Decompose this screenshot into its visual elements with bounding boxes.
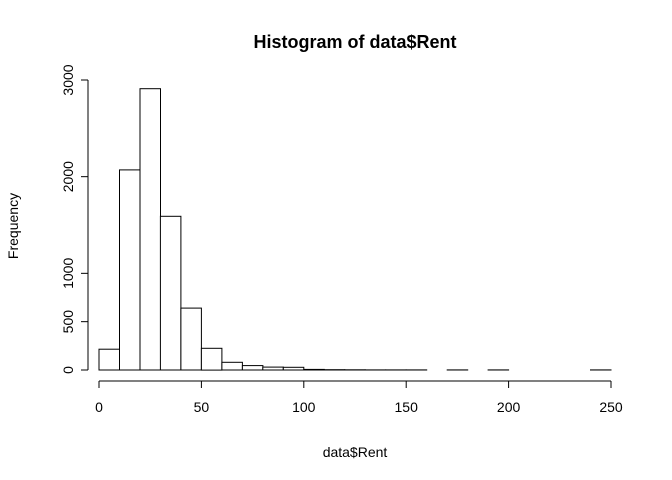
- y-tick-label: 500: [60, 310, 76, 334]
- histogram-bar: [200, 347, 223, 371]
- y-tick-label: 3000: [60, 64, 76, 95]
- histogram-bar: [98, 348, 120, 371]
- y-tick-label: 2000: [60, 161, 76, 192]
- x-tick-label: 100: [292, 399, 316, 415]
- histogram-bar: [282, 366, 305, 371]
- x-tick-label: 150: [395, 399, 419, 415]
- x-tick-label: 50: [194, 399, 210, 415]
- x-axis: 0 50 100 150 200 250: [95, 380, 623, 415]
- bars-group: [98, 88, 612, 371]
- y-axis-label: Frequency: [5, 193, 21, 259]
- histogram-bar: [180, 307, 202, 371]
- x-tick-label: 0: [95, 399, 103, 415]
- x-tick-label: 200: [497, 399, 521, 415]
- y-tick-label: 0: [60, 366, 76, 374]
- histogram-bar: [139, 88, 161, 371]
- y-tick-label: 1000: [60, 258, 76, 289]
- histogram-bar: [119, 169, 141, 371]
- histogram-bar: [303, 368, 325, 371]
- histogram-bar: [159, 215, 182, 371]
- histogram-bar: [221, 361, 243, 371]
- histogram-bar: [262, 366, 284, 371]
- y-axis: 0 500 1000 2000 3000: [60, 64, 89, 374]
- x-axis-label: data$Rent: [323, 444, 388, 460]
- histogram-bar: [241, 365, 264, 371]
- x-tick-label: 250: [599, 399, 623, 415]
- chart-title: Histogram of data$Rent: [253, 32, 456, 52]
